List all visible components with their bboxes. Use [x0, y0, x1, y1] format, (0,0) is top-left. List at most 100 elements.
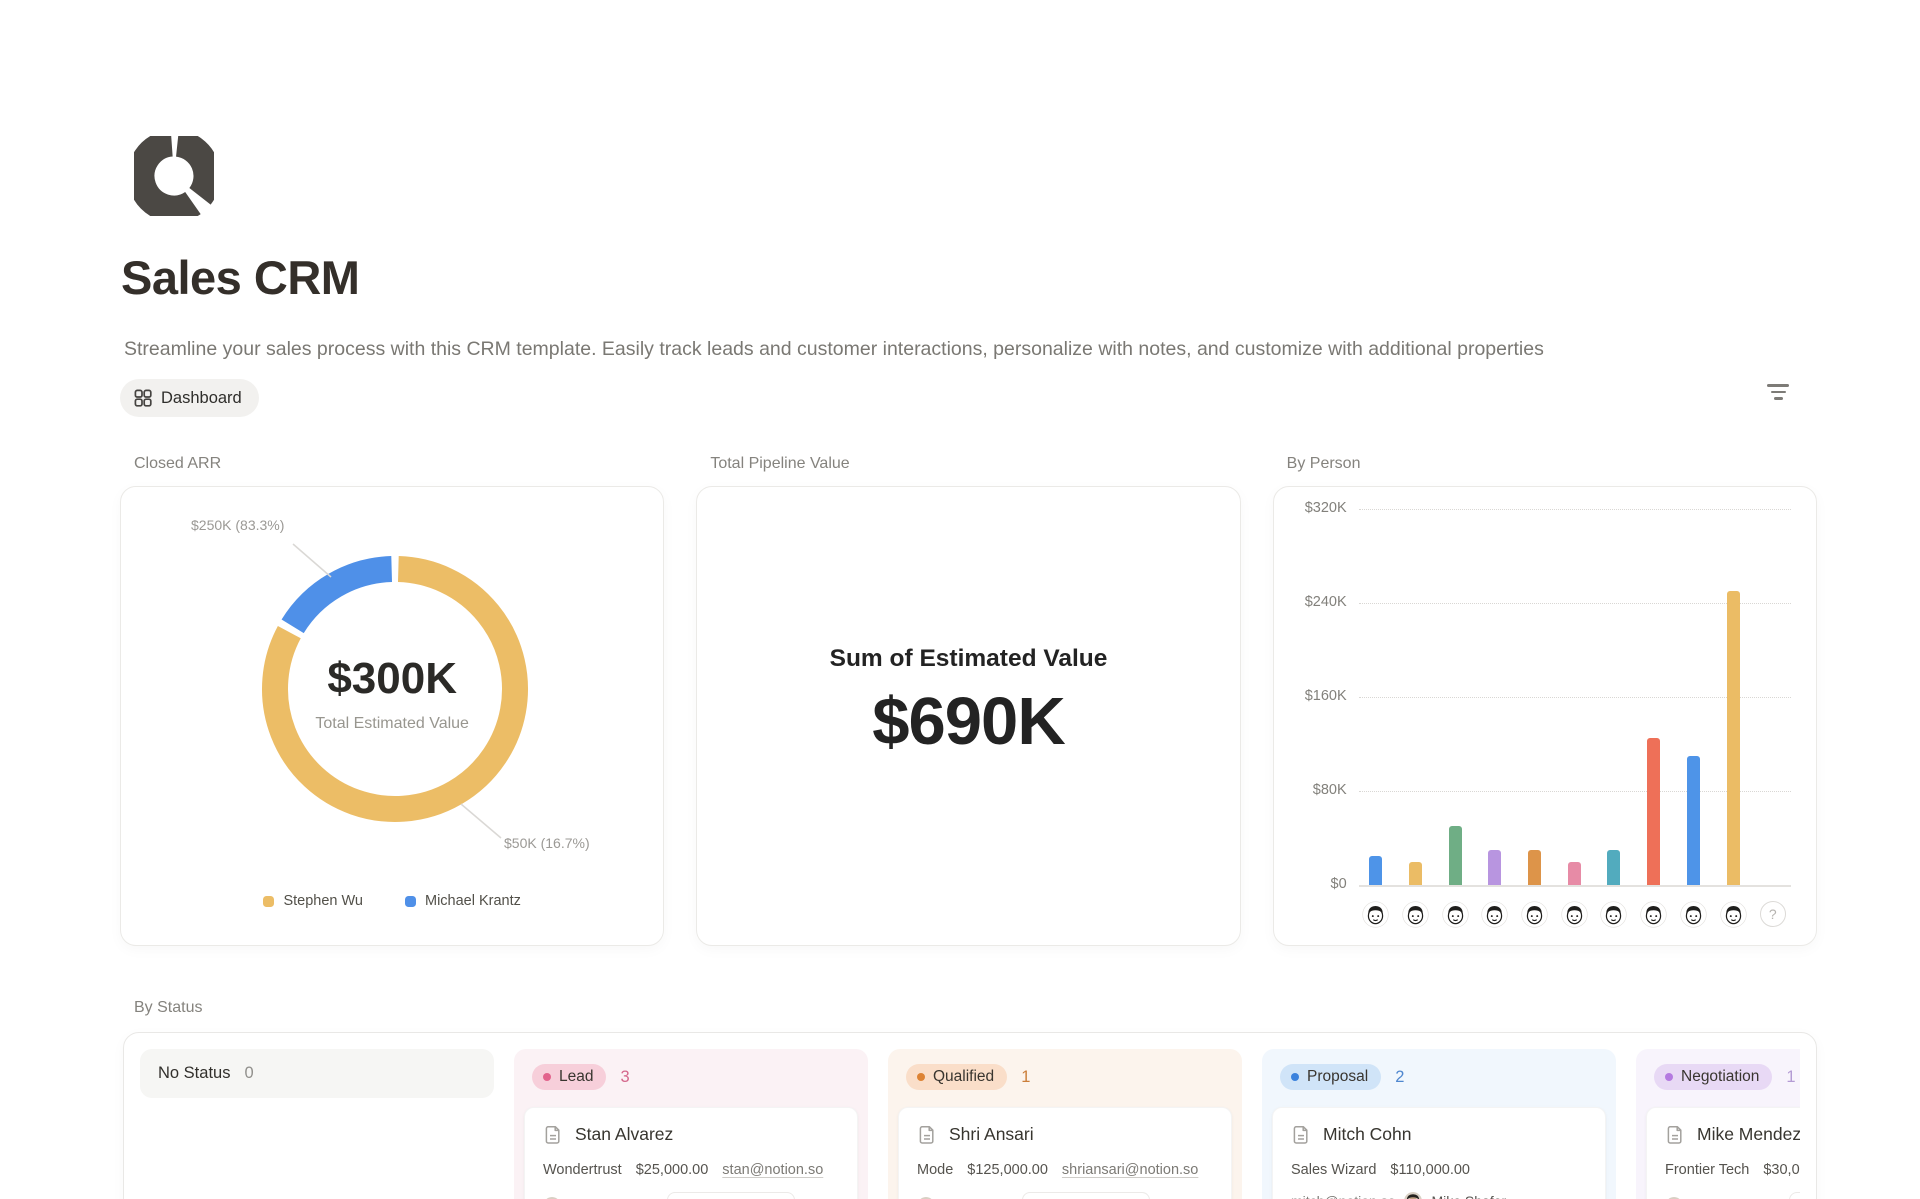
y-axis-tick-label: $160K — [1304, 688, 1347, 704]
bar-person-6 — [1567, 861, 1581, 885]
card-company: Sales Wizard — [1291, 1162, 1377, 1178]
status-pill-label: Qualified — [933, 1068, 995, 1085]
card-email-link[interactable]: mitch@notion.so — [1291, 1193, 1395, 1199]
page-title: Sales CRM — [121, 251, 360, 304]
page-description: Streamline your sales process with this … — [124, 338, 1544, 360]
closed-arr-label: Closed ARR — [134, 455, 222, 472]
person-avatar-face — [1640, 901, 1667, 928]
document-icon — [1667, 1125, 1682, 1144]
x-axis-avatar-person-9 — [1679, 901, 1707, 928]
status-pill-label: Negotiation — [1681, 1068, 1760, 1085]
bar-person-10 — [1726, 591, 1740, 886]
bar-person-3 — [1448, 826, 1462, 886]
bar-person-1 — [1369, 855, 1383, 885]
person-avatar-face — [1600, 901, 1628, 928]
gridline — [1358, 791, 1791, 792]
card-title: Mitch Cohn — [1323, 1124, 1412, 1144]
x-axis-avatar-person-2 — [1401, 901, 1429, 928]
card-person-name: Mike Shafer — [1431, 1193, 1506, 1199]
person-avatar-face — [1561, 901, 1588, 928]
column-header-proposal[interactable]: Proposal 2 — [1272, 1059, 1606, 1095]
donut-segment-stephen-wu — [262, 556, 528, 822]
by-person-card: $320K $240K $160K $80K $0? — [1272, 486, 1817, 946]
column-header-no-status[interactable]: No Status 0 — [150, 1059, 484, 1088]
pipeline-caption: Sum of Estimated Value — [829, 644, 1108, 672]
card-value: $25,000.00 — [635, 1162, 709, 1178]
status-pill-proposal[interactable]: Proposal — [1280, 1064, 1382, 1090]
total-pipeline-section: Total Pipeline Value Sum of Estimated Va… — [696, 455, 1241, 946]
dashboard-grid-icon — [134, 389, 152, 407]
legend-swatch — [263, 895, 275, 907]
column-count: 3 — [620, 1067, 630, 1086]
filter-icon[interactable] — [1764, 382, 1792, 404]
board-column-proposal: Proposal 2 Mitch Cohn Sales Wizard $110,000.… — [1262, 1049, 1616, 1199]
person-avatar-face — [1680, 901, 1707, 928]
column-label: No Status — [158, 1064, 231, 1082]
board-column-qualified: Qualified 1 Shri Ansari Mode $125,000.00 shri… — [888, 1049, 1242, 1199]
status-dot — [917, 1073, 925, 1081]
by-person-label: By Person — [1286, 455, 1361, 472]
bar-person-4 — [1488, 849, 1502, 886]
donut-chart — [262, 556, 528, 822]
pipeline-value: $690K — [872, 683, 1065, 759]
donut-legend: Stephen Wu Michael Krantz — [121, 893, 663, 909]
person-avatar-face — [1441, 901, 1469, 928]
person-avatar-face — [1481, 901, 1508, 928]
person-avatar-face — [1402, 901, 1429, 928]
status-pill-qualified[interactable]: Qualified — [906, 1064, 1008, 1090]
card-title: Shri Ansari — [949, 1124, 1034, 1144]
document-icon — [1293, 1125, 1308, 1144]
x-axis-avatar-person-5 — [1520, 901, 1548, 928]
status-dot — [1665, 1073, 1673, 1081]
legend-item: Michael Krantz — [404, 893, 521, 909]
donut-callout-michael: $250K (83.3%) — [191, 517, 285, 533]
column-header-qualified[interactable]: Qualified 1 — [898, 1059, 1232, 1095]
tab-dashboard[interactable]: Dashboard — [120, 379, 259, 417]
total-pipeline-card: Sum of Estimated Value $690K — [696, 486, 1241, 946]
person-avatar — [1404, 1192, 1423, 1199]
bar-person-2 — [1408, 861, 1422, 885]
donut-callout-stephen: $50K (16.7%) — [504, 835, 590, 851]
gridline — [1358, 885, 1791, 887]
gridline — [1358, 697, 1791, 698]
x-axis-avatar-person-6 — [1560, 901, 1588, 928]
column-count: 2 — [1395, 1067, 1405, 1086]
person-avatar-face — [1719, 901, 1747, 928]
column-header-negotiation[interactable]: Negotiation 1 — [1646, 1059, 1800, 1095]
column-header-lead[interactable]: Lead 3 — [524, 1059, 858, 1095]
card-email-link[interactable]: stan@notion.so — [722, 1162, 824, 1178]
donut-segment-michael-krantz — [281, 556, 393, 634]
by-status-label: By Status — [134, 999, 203, 1016]
card-email-link[interactable]: shriansari@notion.so — [1061, 1162, 1199, 1178]
donut-center-value: $300K — [327, 654, 457, 703]
closed-arr-card: $250K (83.3%) $50K (16.7%) $300K Total E… — [120, 486, 665, 946]
status-pill-negotiation[interactable]: Negotiation — [1654, 1064, 1773, 1090]
closed-arr-section: Closed ARR $250K (83.3%) $50K (16.7%) $3… — [120, 455, 665, 946]
legend-label: Michael Krantz — [424, 893, 521, 909]
contacted-pill[interactable]: Contacted today — [1021, 1192, 1150, 1199]
contacted-pill[interactable]: Contacted today — [1789, 1192, 1800, 1199]
status-pill-label: Proposal — [1307, 1068, 1369, 1085]
status-dot — [543, 1073, 551, 1081]
gridline — [1358, 603, 1791, 604]
legend-item: Stephen Wu — [263, 893, 363, 909]
y-axis-tick-label: $80K — [1312, 782, 1347, 798]
board-card-stan-alvarez[interactable]: Stan Alvarez Wondertrust $25,000.00 stan@no… — [524, 1107, 858, 1199]
total-pipeline-label: Total Pipeline Value — [710, 455, 850, 472]
bar-person-7 — [1607, 849, 1621, 886]
board-column-negotiation: Negotiation 1 Mike Mendez Frontier Tech $30,… — [1636, 1049, 1800, 1199]
card-title: Stan Alvarez — [575, 1124, 674, 1144]
gridline — [1358, 509, 1791, 510]
contacted-pill[interactable]: Contacted today — [667, 1192, 796, 1199]
by-status-board: No Status 0 Lead 3 Stan Alvarez Wondertrust $2… — [123, 1032, 1817, 1199]
card-title: Mike Mendez — [1697, 1124, 1800, 1144]
donut-chart-logo-icon — [134, 136, 214, 216]
status-dot — [1291, 1073, 1299, 1081]
x-axis-avatar-person-8 — [1640, 901, 1668, 928]
status-pill-lead[interactable]: Lead — [532, 1064, 607, 1090]
board-card-mitch-cohn[interactable]: Mitch Cohn Sales Wizard $110,000.00 mitch@n… — [1272, 1107, 1606, 1199]
card-value: $30,000.00 — [1763, 1162, 1800, 1178]
y-axis-tick-label: $320K — [1304, 500, 1347, 516]
board-card-shri-ansari[interactable]: Shri Ansari Mode $125,000.00 shriansari@not… — [898, 1107, 1232, 1199]
